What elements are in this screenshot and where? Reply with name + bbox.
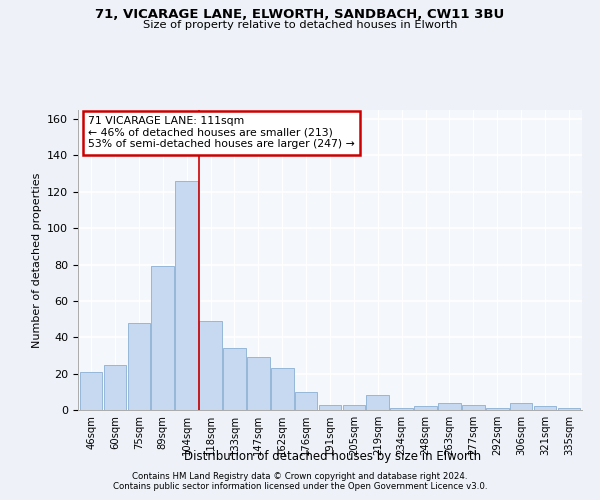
Text: Size of property relative to detached houses in Elworth: Size of property relative to detached ho… — [143, 20, 457, 30]
Bar — [271, 368, 293, 410]
Bar — [438, 402, 461, 410]
Bar — [414, 406, 437, 410]
Bar — [104, 364, 127, 410]
Bar — [247, 358, 269, 410]
Text: Contains public sector information licensed under the Open Government Licence v3: Contains public sector information licen… — [113, 482, 487, 491]
Bar — [175, 181, 198, 410]
Bar — [462, 404, 485, 410]
Bar — [319, 404, 341, 410]
Bar — [223, 348, 246, 410]
Bar — [128, 322, 150, 410]
Bar — [151, 266, 174, 410]
Bar — [80, 372, 103, 410]
Text: Contains HM Land Registry data © Crown copyright and database right 2024.: Contains HM Land Registry data © Crown c… — [132, 472, 468, 481]
Bar — [557, 408, 580, 410]
Bar — [510, 402, 532, 410]
Bar — [199, 321, 222, 410]
Bar — [486, 408, 509, 410]
Bar — [367, 396, 389, 410]
Text: 71 VICARAGE LANE: 111sqm
← 46% of detached houses are smaller (213)
53% of semi-: 71 VICARAGE LANE: 111sqm ← 46% of detach… — [88, 116, 355, 149]
Bar — [295, 392, 317, 410]
Text: 71, VICARAGE LANE, ELWORTH, SANDBACH, CW11 3BU: 71, VICARAGE LANE, ELWORTH, SANDBACH, CW… — [95, 8, 505, 20]
Y-axis label: Number of detached properties: Number of detached properties — [32, 172, 41, 348]
Text: Distribution of detached houses by size in Elworth: Distribution of detached houses by size … — [184, 450, 482, 463]
Bar — [343, 404, 365, 410]
Bar — [533, 406, 556, 410]
Bar — [391, 408, 413, 410]
